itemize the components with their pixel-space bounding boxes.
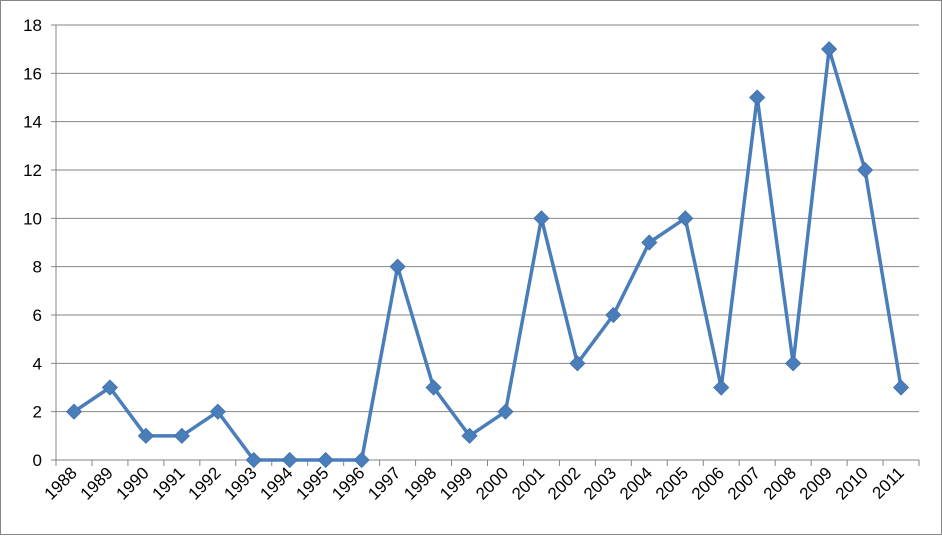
- series-line: [73, 47, 903, 462]
- x-tick-label: 1988: [41, 463, 81, 503]
- x-axis-tick-labels: 1988198919901991199219931994199519961997…: [41, 463, 908, 503]
- data-point-marker: [317, 451, 334, 469]
- data-point-marker: [785, 355, 802, 372]
- x-tick-label: 2008: [760, 463, 800, 503]
- x-tick-label: 2003: [580, 463, 620, 503]
- data-point-marker: [749, 89, 766, 106]
- x-tick-label: 1990: [113, 463, 153, 503]
- x-tick-label: 2006: [688, 463, 728, 503]
- x-tick-label: 2009: [796, 463, 836, 503]
- x-tick-label: 2005: [652, 463, 692, 503]
- x-tick-label: 1992: [184, 463, 224, 503]
- y-tick-label: 4: [33, 354, 42, 373]
- data-point-marker: [353, 451, 370, 469]
- x-tick-label: 1999: [436, 463, 476, 503]
- data-point-marker: [856, 161, 874, 179]
- x-tick-label: 1993: [220, 463, 260, 503]
- y-tick-label: 12: [23, 161, 42, 180]
- y-tick-label: 10: [23, 209, 42, 228]
- data-point-marker: [892, 379, 910, 396]
- y-tick-label: 14: [23, 113, 42, 132]
- data-point-marker: [641, 234, 658, 251]
- x-tick-label: 1998: [400, 463, 440, 503]
- y-tick-label: 2: [33, 403, 42, 422]
- data-point-marker: [137, 427, 154, 444]
- x-tick-label: 2002: [544, 463, 584, 503]
- data-series: [65, 41, 910, 469]
- data-point-marker: [821, 41, 838, 58]
- data-point-marker: [209, 403, 226, 420]
- data-point-marker: [461, 427, 478, 444]
- y-axis-tick-labels: 0 2 4 6 8 10 12 14 16 18: [23, 16, 42, 470]
- data-point-marker: [245, 451, 262, 469]
- data-point-marker: [389, 258, 406, 275]
- data-point-marker: [605, 306, 622, 324]
- gridlines: [56, 24, 919, 413]
- x-tick-label: 2011: [869, 463, 908, 502]
- y-tick-label: 8: [33, 258, 42, 277]
- x-tick-label: 1994: [256, 463, 296, 503]
- data-point-marker: [713, 379, 730, 396]
- data-point-marker: [677, 210, 694, 227]
- x-tick-label: 2004: [616, 463, 656, 503]
- x-tick-label: 2007: [724, 463, 764, 503]
- x-tick-label: 1989: [77, 463, 117, 503]
- data-point-marker: [569, 355, 586, 372]
- data-point-marker: [101, 379, 119, 396]
- data-point-marker: [425, 379, 442, 396]
- x-tick-label: 1997: [364, 463, 404, 503]
- y-tick-label: 18: [23, 16, 42, 35]
- y-tick-label: 0: [33, 451, 42, 470]
- data-point-marker: [173, 427, 190, 444]
- data-point-marker: [533, 210, 550, 227]
- x-tick-label: 2010: [832, 463, 872, 503]
- x-tick-label: 1996: [328, 463, 368, 503]
- x-tick-label: 1995: [292, 463, 332, 503]
- y-tick-label: 16: [23, 64, 42, 83]
- axes: [51, 24, 920, 466]
- x-tick-label: 1991: [148, 463, 188, 503]
- x-tick-label: 2000: [472, 463, 512, 503]
- data-point-marker: [65, 403, 83, 420]
- y-tick-label: 6: [33, 306, 42, 325]
- x-tick-label: 2001: [508, 463, 548, 503]
- data-point-marker: [281, 451, 298, 469]
- data-point-marker: [497, 403, 514, 420]
